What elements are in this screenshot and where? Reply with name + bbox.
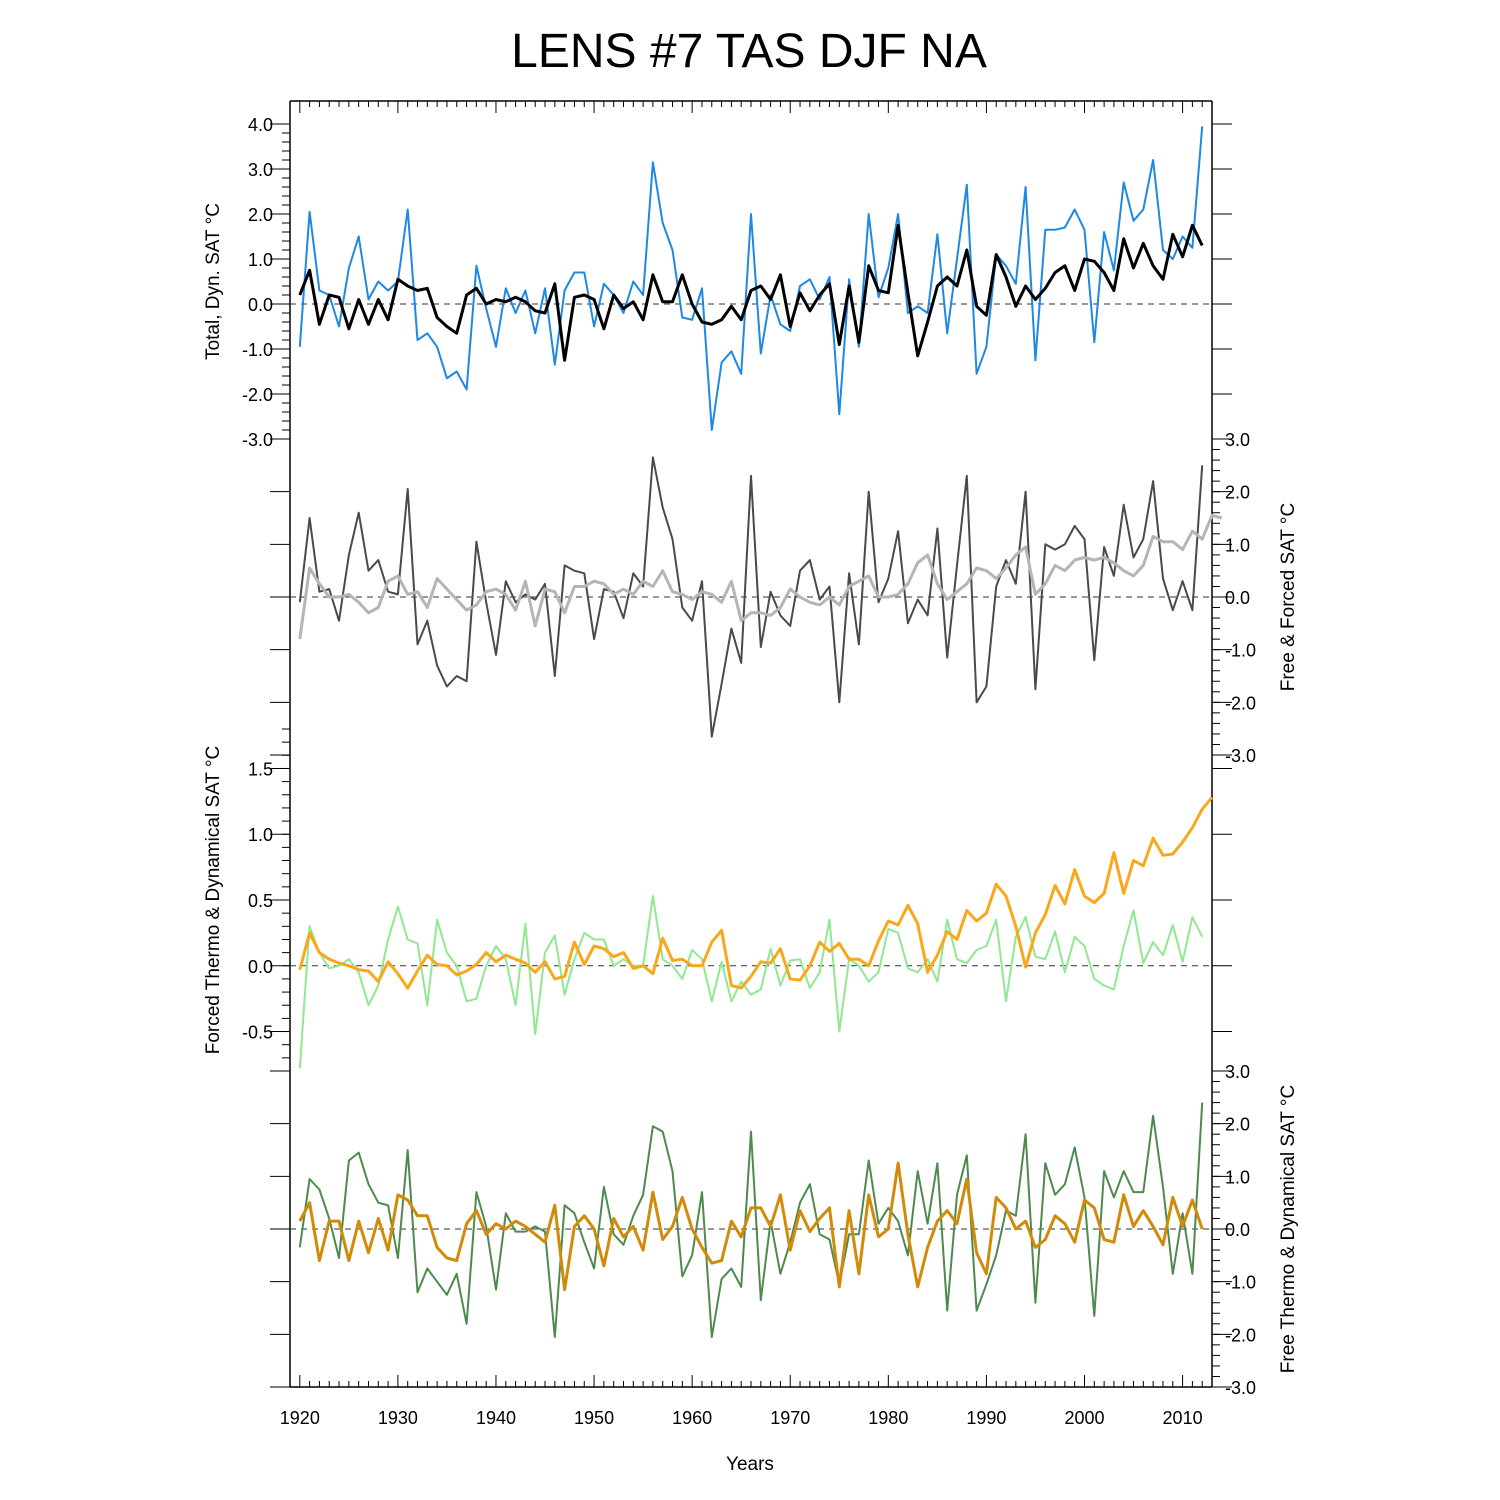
y-tick-label: 0.0 (248, 957, 273, 977)
series-layer (298, 126, 1223, 1338)
series-line-total-1 (298, 223, 1204, 362)
y-tick-label: 1.0 (248, 825, 273, 845)
y-tick-label: 3.0 (1225, 1062, 1250, 1082)
x-tick-label: 2010 (1163, 1408, 1203, 1428)
y-tick-label: 1.0 (1225, 1167, 1250, 1187)
y-tick-label: -1.0 (1225, 1273, 1256, 1293)
x-tick-label: 1970 (770, 1408, 810, 1428)
y-tick-label: 2.0 (1225, 483, 1250, 503)
x-axis-label: Years (726, 1454, 774, 1475)
y-axis-label-free_thermo_dyn: Free Thermo & Dynamical SAT °C (1278, 1085, 1299, 1373)
chart-title: LENS #7 TAS DJF NA (511, 25, 987, 78)
series-line-forced_thermo_dyn-0 (298, 895, 1204, 1069)
y-tick-label: 0.5 (248, 891, 273, 911)
y-tick-label: -3.0 (1225, 1378, 1256, 1398)
y-tick-label: 1.0 (248, 250, 273, 270)
y-axis-label-free_forced: Free & Forced SAT °C (1278, 503, 1299, 692)
series-line-free_forced-0 (298, 456, 1204, 738)
y-tick-label: -2.0 (1225, 693, 1256, 713)
y-tick-label: 2.0 (1225, 1115, 1250, 1135)
x-tick-label: 1990 (966, 1408, 1006, 1428)
y-tick-label: 0.0 (1225, 1220, 1250, 1240)
y-tick-label: 0.0 (1225, 588, 1250, 608)
series-line-free_thermo_dyn-0 (298, 1102, 1204, 1338)
y-tick-label: 2.0 (248, 205, 273, 225)
y-tick-label: -2.0 (1225, 1325, 1256, 1345)
x-tick-label: 1920 (280, 1408, 320, 1428)
y-tick-label: -1.0 (242, 340, 273, 360)
y-tick-label: 1.5 (248, 759, 273, 779)
series-line-forced_thermo_dyn-1 (298, 796, 1214, 990)
y-tick-label: -3.0 (1225, 746, 1256, 766)
y-tick-label: -3.0 (242, 430, 273, 450)
x-tick-label: 1980 (868, 1408, 908, 1428)
y-tick-label: -0.5 (242, 1023, 273, 1043)
series-line-total-0 (298, 126, 1204, 431)
series-line-free_forced-1 (298, 513, 1223, 640)
zero-reference-lines (290, 303, 1212, 1230)
x-tick-label: 1950 (574, 1408, 614, 1428)
y-tick-label: 4.0 (248, 115, 273, 135)
x-tick-label: 1960 (672, 1408, 712, 1428)
y-axis-label-forced_thermo_dyn: Forced Thermo & Dynamical SAT °C (203, 746, 224, 1055)
y-tick-label: 1.0 (1225, 535, 1250, 555)
y-tick-label: 0.0 (248, 295, 273, 315)
y-tick-label: 3.0 (1225, 430, 1250, 450)
x-tick-label: 2000 (1064, 1408, 1104, 1428)
y-tick-label: 3.0 (248, 160, 273, 180)
axes-layer: 1920 1930 1940 1950 1960 1970 1980 1990 2000 2010… (203, 101, 1299, 1428)
x-tick-label: 1940 (476, 1408, 516, 1428)
y-axis-label-total: Total, Dyn. SAT °C (203, 203, 224, 360)
y-tick-label: -1.0 (1225, 641, 1256, 661)
y-tick-label: -2.0 (242, 385, 273, 405)
x-tick-label: 1930 (378, 1408, 418, 1428)
series-line-free_thermo_dyn-1 (298, 1161, 1204, 1292)
